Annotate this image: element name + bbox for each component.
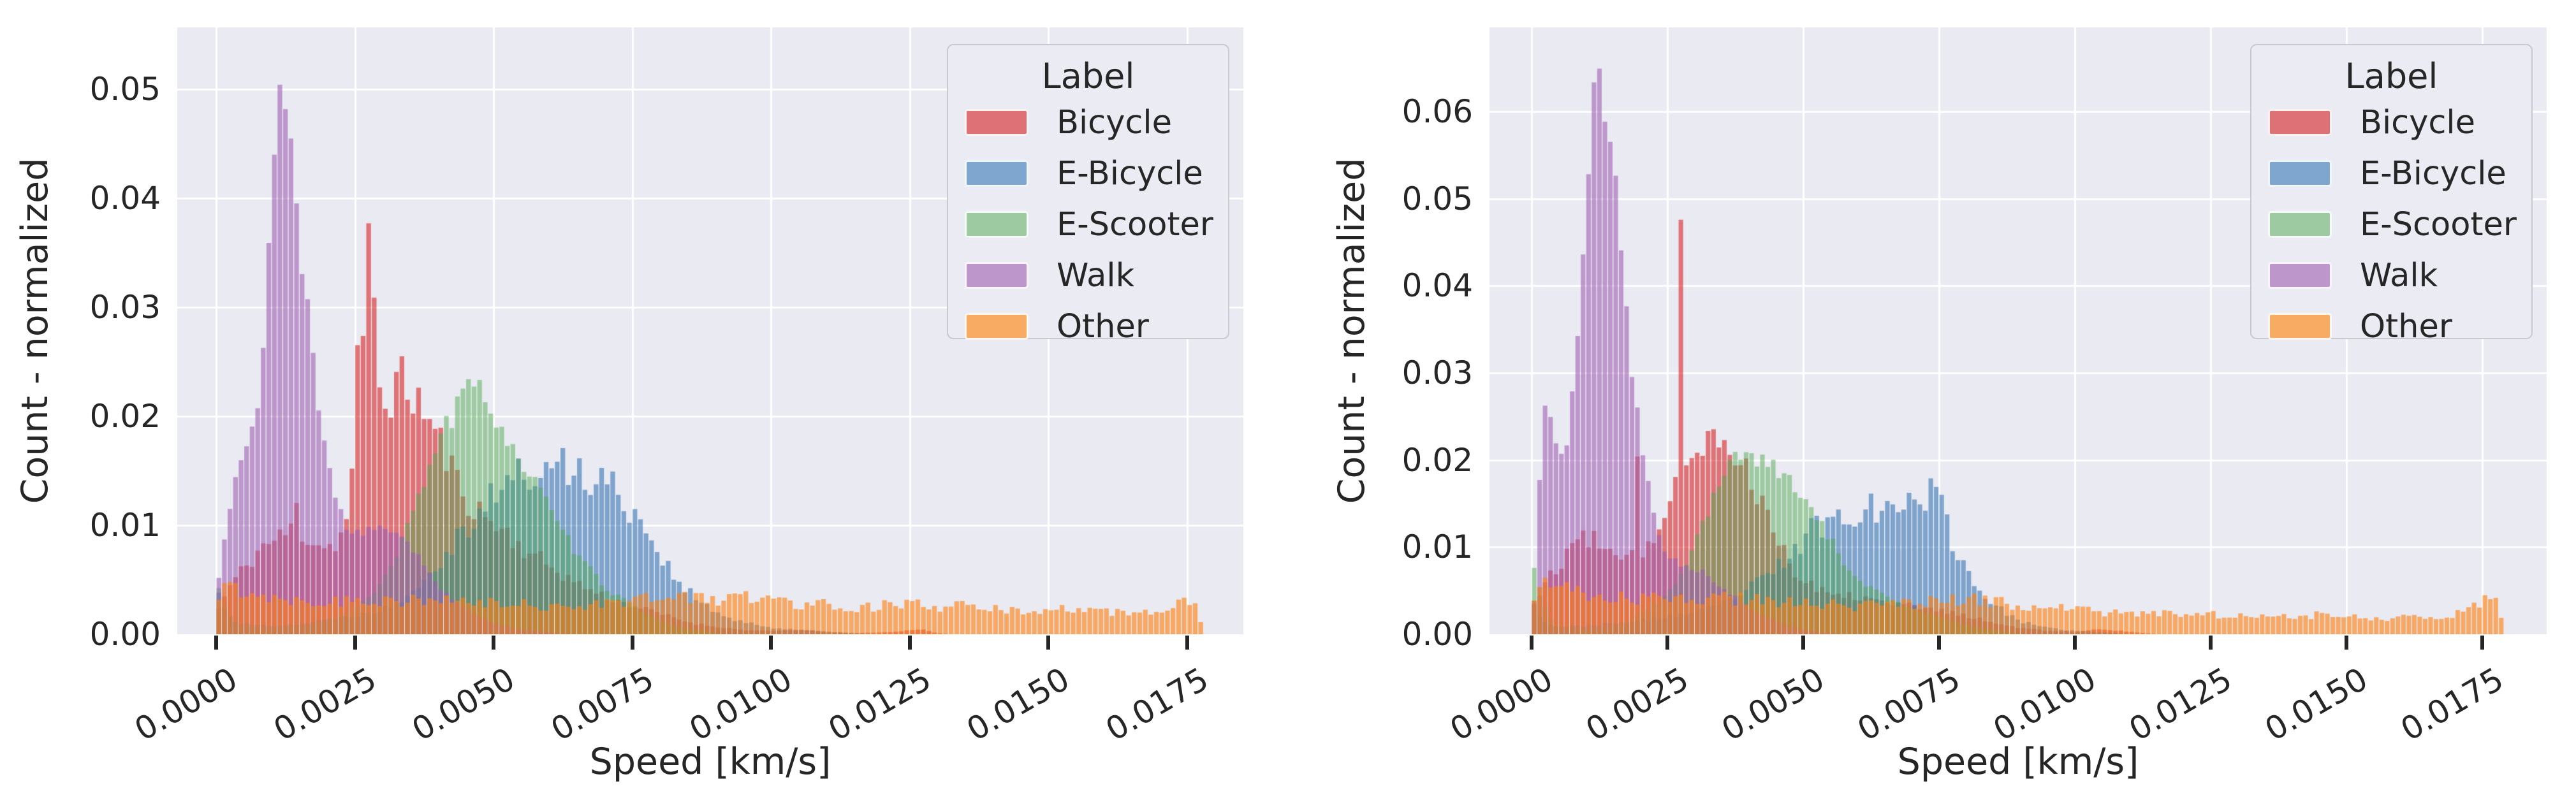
- legend-item-walk: Walk: [948, 251, 1228, 302]
- x-axis-label-right: Speed [km/s]: [1897, 741, 2139, 783]
- legend-swatch-icon: [2268, 160, 2332, 187]
- legend-swatch-icon: [965, 109, 1028, 136]
- x-tick-mark: [907, 636, 912, 650]
- x-tick-mark: [1185, 636, 1189, 650]
- legend-swatch-icon: [965, 160, 1028, 187]
- x-tick-mark: [353, 636, 357, 650]
- x-tick-label: 0.0150: [2258, 660, 2374, 748]
- x-tick-label: 0.0050: [1715, 660, 1831, 748]
- legend-label: Bicycle: [2360, 104, 2475, 142]
- x-tick-label: 0.0175: [2394, 660, 2510, 748]
- y-tick-label: 0.03: [1401, 354, 1473, 391]
- x-tick-mark: [214, 636, 218, 650]
- y-tick-label: 0.01: [1401, 528, 1473, 566]
- x-tick-label: 0.0000: [1444, 660, 1559, 748]
- y-tick-label: 0.06: [1401, 92, 1473, 130]
- legend-label: Other: [2360, 308, 2452, 346]
- x-axis-label-left: Speed [km/s]: [589, 741, 831, 783]
- legend-title: Label: [2345, 56, 2438, 96]
- y-tick-label: 0.03: [89, 289, 161, 326]
- legend-swatch-icon: [2268, 109, 2332, 136]
- legend-label: Walk: [1057, 257, 1135, 295]
- legend-item-e-bicycle: E-Bicycle: [948, 149, 1228, 200]
- x-tick-label: 0.0075: [544, 660, 660, 748]
- x-tick-mark: [2209, 636, 2213, 650]
- y-tick-label: 0.02: [89, 398, 161, 435]
- y-tick-label: 0.05: [1401, 180, 1473, 217]
- y-tick-label: 0.05: [89, 71, 161, 108]
- legend-item-e-bicycle: E-Bicycle: [2251, 149, 2531, 200]
- legend-item-e-scooter: E-Scooter: [2251, 200, 2531, 251]
- y-tick-label: 0.02: [1401, 441, 1473, 479]
- legend-label: E-Bicycle: [1057, 155, 1203, 193]
- x-tick-mark: [492, 636, 495, 650]
- legend-item-e-scooter: E-Scooter: [948, 200, 1228, 251]
- x-tick-mark: [2345, 636, 2348, 650]
- legend-item-other: Other: [948, 302, 1228, 353]
- legend-label: E-Scooter: [1057, 206, 1213, 244]
- legend-title: Label: [1041, 56, 1135, 96]
- legend-swatch-icon: [965, 262, 1028, 289]
- legend-label: Walk: [2360, 257, 2438, 295]
- legend-swatch-icon: [2268, 313, 2332, 340]
- y-tick-label: 0.00: [89, 616, 161, 653]
- legend-item-bicycle: Bicycle: [2251, 98, 2531, 149]
- legend-item-walk: Walk: [2251, 251, 2531, 302]
- legend-swatch-icon: [965, 211, 1028, 238]
- legend-label: E-Bicycle: [2360, 155, 2506, 193]
- x-tick-label: 0.0050: [406, 660, 521, 748]
- y-tick-label: 0.00: [1401, 616, 1473, 653]
- legend-label: Bicycle: [1057, 104, 1172, 142]
- legend-swatch-icon: [2268, 262, 2332, 289]
- x-tick-mark: [2480, 636, 2484, 650]
- y-tick-label: 0.04: [1401, 267, 1473, 305]
- legend: Label Bicycle E-Bicycle E-Scooter Walk Other: [947, 44, 1229, 346]
- x-tick-mark: [630, 636, 634, 650]
- legend-label: Other: [1057, 308, 1149, 346]
- x-tick-mark: [2073, 636, 2077, 650]
- x-tick-mark: [1801, 636, 1805, 650]
- legend-label: E-Scooter: [2360, 206, 2517, 244]
- legend: Label Bicycle E-Bicycle E-Scooter Walk Other: [2250, 44, 2533, 346]
- x-tick-mark: [1937, 636, 1941, 650]
- legend-item-bicycle: Bicycle: [948, 98, 1228, 149]
- legend-swatch-icon: [2268, 211, 2332, 238]
- legend-swatch-icon: [965, 313, 1028, 340]
- y-tick-label: 0.01: [89, 507, 161, 544]
- y-tick-label: 0.04: [89, 180, 161, 217]
- x-tick-label: 0.0025: [1579, 660, 1695, 748]
- x-tick-label: 0.0125: [821, 660, 937, 748]
- x-tick-label: 0.0075: [1851, 660, 1966, 748]
- x-tick-label: 0.0000: [128, 660, 244, 748]
- x-tick-mark: [769, 636, 773, 650]
- x-tick-label: 0.0100: [683, 660, 798, 748]
- x-tick-label: 0.0125: [2123, 660, 2238, 748]
- legend-item-other: Other: [2251, 302, 2531, 353]
- x-tick-mark: [1046, 636, 1050, 650]
- x-tick-label: 0.0100: [1987, 660, 2102, 748]
- x-tick-mark: [1665, 636, 1669, 650]
- x-tick-label: 0.0175: [1099, 660, 1215, 748]
- x-tick-label: 0.0025: [267, 660, 383, 748]
- x-tick-label: 0.0150: [960, 660, 1076, 748]
- x-tick-mark: [1530, 636, 1533, 650]
